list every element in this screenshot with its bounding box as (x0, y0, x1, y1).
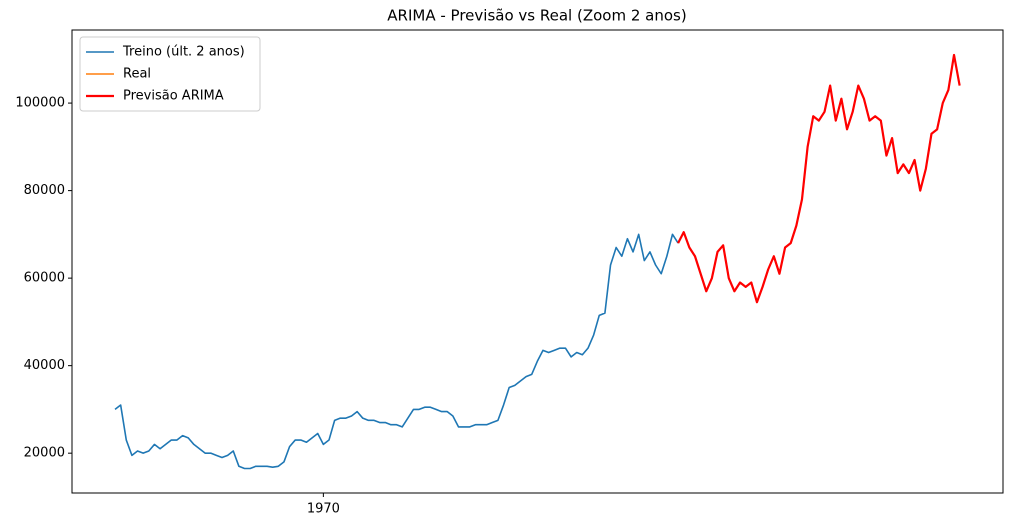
plot-frame (71, 29, 1004, 494)
y-tick-label: 20000 (24, 446, 65, 461)
y-tick-label: 60000 (24, 271, 65, 286)
legend-label: Treino (últ. 2 anos) (122, 45, 245, 60)
legend-label: Previsão ARIMA (123, 89, 224, 104)
y-tick-label: 40000 (24, 358, 65, 373)
legend-box (79, 36, 261, 112)
chart-title: ARIMA - Previsão vs Real (Zoom 2 anos) (387, 7, 686, 25)
series-line (677, 53, 961, 304)
series-line (114, 233, 679, 470)
legend-label: Real (123, 67, 151, 82)
y-tick-label: 100000 (15, 96, 65, 111)
y-tick-label: 80000 (24, 183, 65, 198)
x-tick-label: 1970 (307, 502, 340, 517)
